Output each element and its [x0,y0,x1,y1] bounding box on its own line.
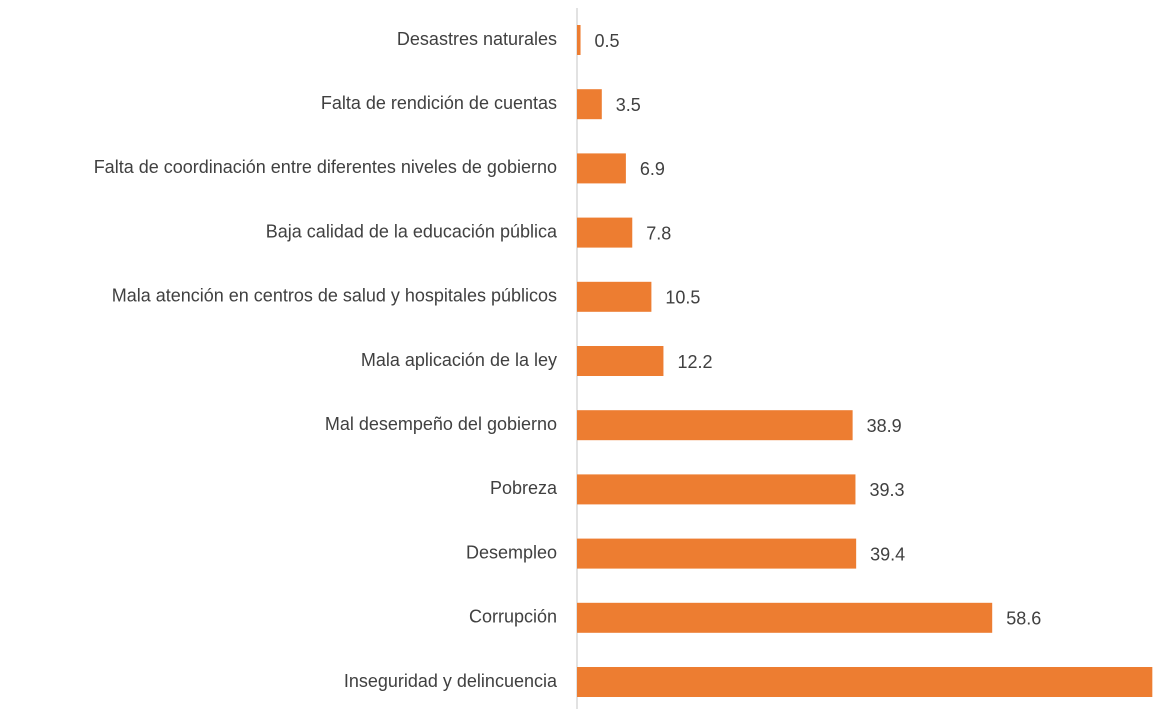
bar [577,474,856,505]
bar [577,217,633,248]
bar [577,25,581,55]
bar [577,89,602,120]
category-label: Desastres naturales [397,29,557,49]
category-label: Desempleo [466,542,557,562]
bar [577,346,664,376]
category-label: Falta de coordinación entre diferentes n… [94,157,557,177]
category-label: Mal desempeño del gobierno [325,414,557,434]
category-label: Inseguridad y delincuencia [344,671,558,691]
data-label: 39.4 [870,544,905,564]
bar [577,281,652,312]
data-label: 7.8 [646,223,671,243]
category-label: Mala atención en centros de salud y hosp… [112,286,557,306]
data-label: 0.5 [595,31,620,51]
category-label: Mala aplicación de la ley [361,350,557,370]
category-label: Pobreza [490,478,558,498]
bar [577,153,626,184]
category-label: Falta de rendición de cuentas [321,93,557,113]
bar [577,538,857,569]
data-label: 6.9 [640,159,665,179]
data-label: 58.6 [1006,609,1041,629]
data-label: 39.3 [869,480,904,500]
data-label: 3.5 [616,95,641,115]
category-label: Corrupción [469,607,557,627]
data-label: 10.5 [665,288,700,308]
bar [577,602,993,633]
category-label: Baja calidad de la educación pública [266,221,558,241]
bar [577,667,1153,697]
data-label: 12.2 [677,352,712,372]
data-label: 38.9 [867,416,902,436]
bar [577,410,853,441]
